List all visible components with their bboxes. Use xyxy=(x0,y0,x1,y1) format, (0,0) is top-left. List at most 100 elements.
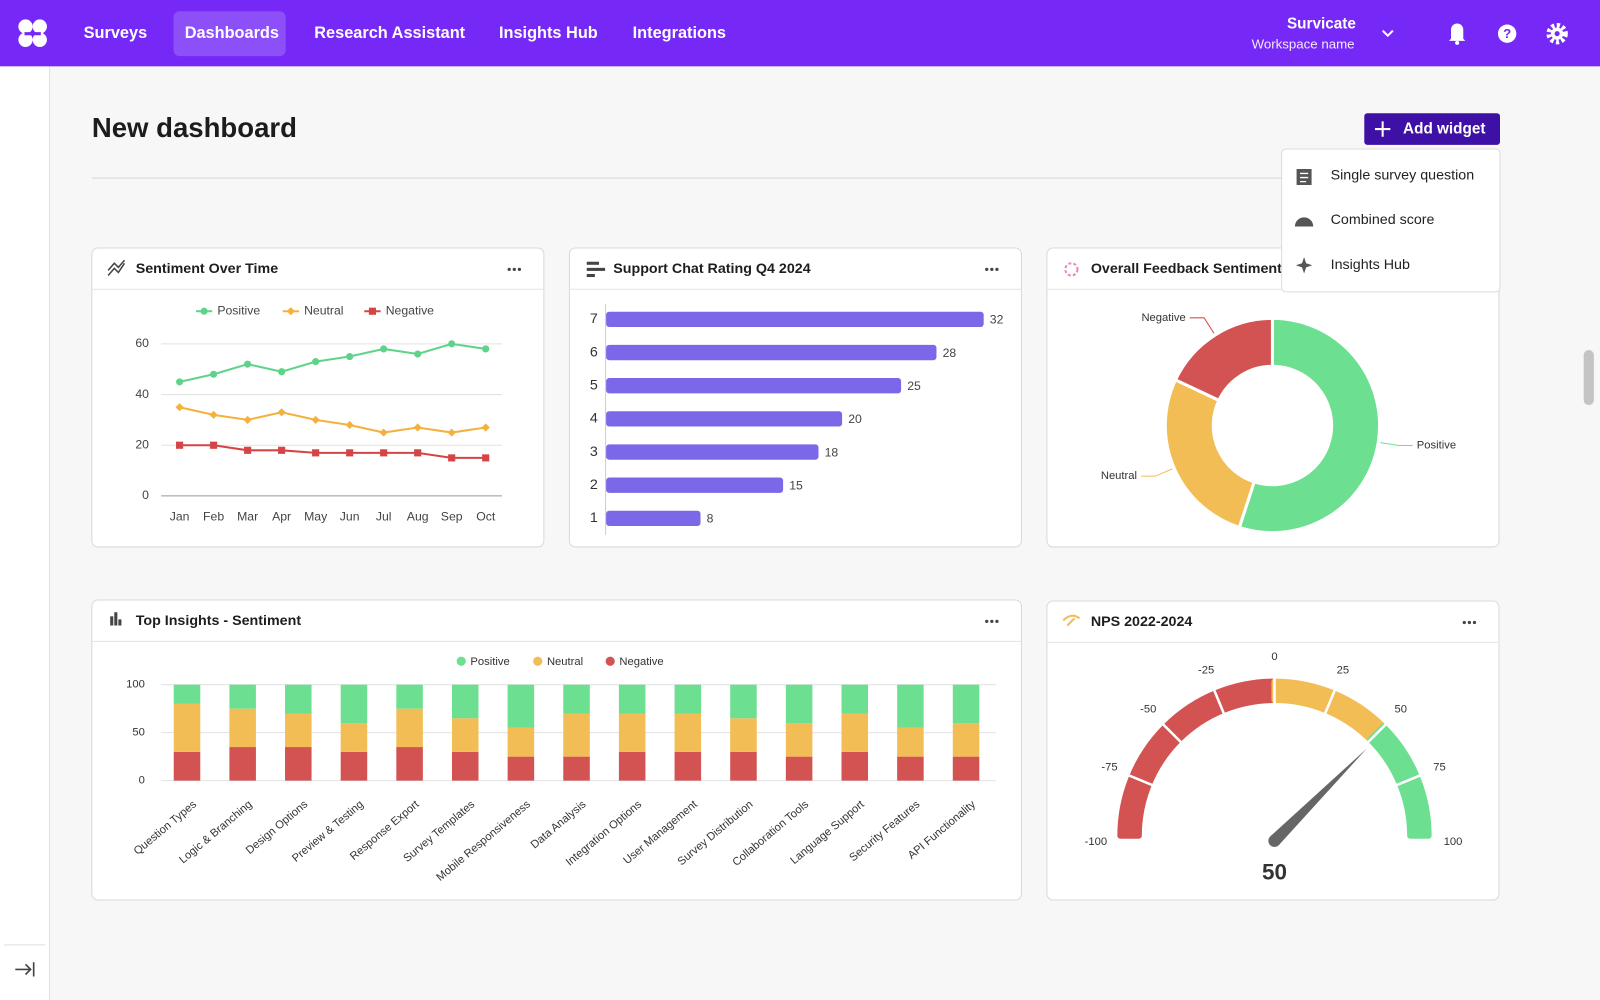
add-widget-button[interactable]: Add widget xyxy=(1364,113,1500,145)
widget-icon xyxy=(118,619,122,626)
bar-segment xyxy=(952,756,980,781)
bar-segment xyxy=(618,751,646,781)
bar-segment xyxy=(396,708,423,748)
point xyxy=(380,449,388,457)
x-tick-label: Aug xyxy=(407,510,429,524)
gauge-tick-label: 75 xyxy=(1433,761,1445,773)
bar-segment xyxy=(451,684,479,719)
gauge-tick-label: -75 xyxy=(1101,761,1117,773)
point xyxy=(210,370,218,378)
widget-menu[interactable] xyxy=(985,619,999,624)
legend-marker xyxy=(456,656,466,666)
y-tick-label: 20 xyxy=(135,437,149,451)
account-name[interactable]: Survicate xyxy=(1287,16,1356,33)
bar-segment xyxy=(229,684,256,709)
point xyxy=(482,345,490,353)
y-tick-label: 0 xyxy=(142,488,149,502)
series-line xyxy=(179,406,486,434)
bar-segment xyxy=(618,713,646,752)
bar-segment xyxy=(785,723,813,757)
menu-icon xyxy=(1295,167,1313,187)
bar-segment xyxy=(285,747,312,781)
menu-item[interactable]: Insights Hub xyxy=(1331,257,1410,273)
y-tick-label: 100 xyxy=(126,679,145,691)
gauge-tick-label: 25 xyxy=(1337,665,1349,677)
slice-label: Neutral xyxy=(1101,470,1137,482)
nav-item[interactable]: Research Assistant xyxy=(314,24,465,42)
widget-icon xyxy=(586,273,595,278)
gauge-tick-label: 100 xyxy=(1444,836,1463,848)
widget-icon xyxy=(586,267,606,271)
y-tick-label: 7 xyxy=(590,311,598,327)
value-label: 28 xyxy=(943,346,957,360)
point xyxy=(176,441,184,449)
widget-icon xyxy=(110,616,114,626)
help-icon[interactable]: ? xyxy=(1497,24,1517,43)
sidebar xyxy=(0,66,49,1000)
bar-segment xyxy=(563,756,590,781)
gauge-tick xyxy=(1127,774,1154,787)
nav-item[interactable]: Insights Hub xyxy=(499,24,598,42)
gauge-band xyxy=(1367,723,1432,839)
bar-segment xyxy=(340,684,368,724)
menu-item[interactable]: Combined score xyxy=(1331,212,1435,228)
gauge-tick xyxy=(1212,689,1226,715)
widget-icon xyxy=(107,259,126,277)
settings-icon[interactable] xyxy=(1546,22,1568,45)
scrollbar-thumb[interactable] xyxy=(1583,350,1594,406)
y-tick-label: 0 xyxy=(139,775,145,787)
x-tick-label: Jun xyxy=(340,510,360,524)
gauge-tick xyxy=(1366,722,1388,744)
widget-icon xyxy=(114,612,118,626)
nav-item[interactable]: Integrations xyxy=(633,24,726,42)
logo[interactable] xyxy=(18,19,47,47)
bar-segment xyxy=(841,713,869,752)
bar-segment xyxy=(173,751,201,781)
bar-segment xyxy=(229,708,256,748)
bar-segment xyxy=(396,684,423,709)
point xyxy=(209,410,218,419)
x-tick-label: Mar xyxy=(237,510,258,524)
y-tick-label: 1 xyxy=(590,510,598,526)
widget-menu[interactable] xyxy=(985,267,999,272)
collapse-button[interactable] xyxy=(15,962,35,977)
legend-marker xyxy=(368,307,377,315)
legend-marker xyxy=(533,656,543,666)
y-tick-label: 4 xyxy=(590,411,598,427)
bar-segment xyxy=(173,703,201,752)
widget-menu[interactable] xyxy=(1462,620,1477,625)
menu-dot xyxy=(1467,620,1472,625)
widget-icon xyxy=(1062,614,1081,627)
gauge-needle xyxy=(1270,748,1367,846)
page-title: New dashboard xyxy=(92,112,297,143)
bar-segment xyxy=(507,684,535,728)
bar-segment xyxy=(841,684,869,714)
notifications-icon[interactable] xyxy=(1448,23,1466,45)
legend-label: Positive xyxy=(470,656,509,668)
bar-segment xyxy=(285,713,312,748)
point xyxy=(312,449,320,457)
x-tick-label: Apr xyxy=(272,510,291,524)
bar-segment xyxy=(396,747,423,781)
menu-item[interactable]: Single survey question xyxy=(1331,167,1475,183)
account-chevron[interactable] xyxy=(1381,29,1394,38)
bar-segment xyxy=(618,684,646,714)
nav-item[interactable]: Dashboards xyxy=(185,24,279,42)
widget-menu[interactable] xyxy=(507,267,522,272)
x-tick-label: Jul xyxy=(376,510,392,524)
bar-segment xyxy=(674,684,702,714)
menu-dot xyxy=(517,267,522,272)
widget: Overall Feedback Sentiment Positive Neutra… xyxy=(1046,247,1500,548)
bar xyxy=(606,444,819,460)
workspace-name[interactable]: Workspace name xyxy=(1252,36,1355,51)
widget: NPS 2022-2024 -100 -75 -50 -25 0 25 50 75 100 50 xyxy=(1046,600,1500,901)
bar-segment xyxy=(841,751,869,781)
menu-dot xyxy=(985,267,989,272)
gauge-tick-label: -50 xyxy=(1140,703,1156,715)
x-tick-label: Oct xyxy=(476,510,496,524)
bar-segment xyxy=(674,713,702,752)
leader-line xyxy=(1380,442,1413,446)
nav-item[interactable]: Surveys xyxy=(84,24,147,42)
x-tick-label: Feb xyxy=(203,510,224,524)
